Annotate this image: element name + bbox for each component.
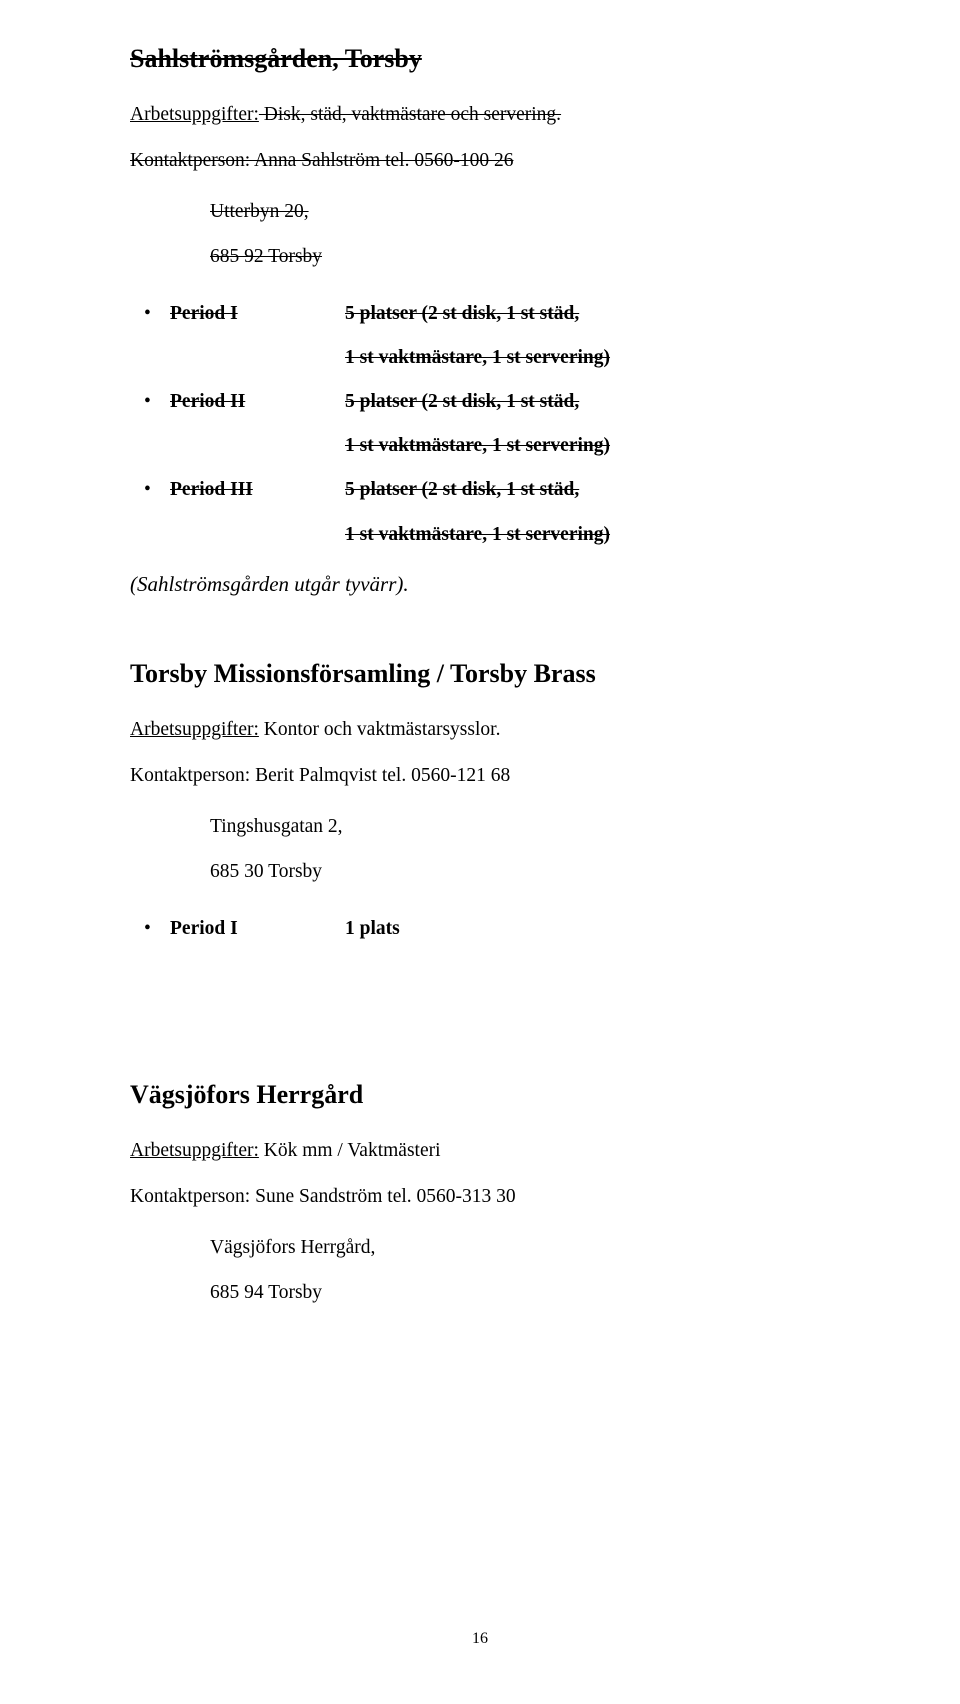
section1-address: Utterbyn 20, 685 92 Torsby xyxy=(210,196,830,272)
addr-line-2: 685 92 Torsby xyxy=(210,241,830,272)
section1-tasks: Arbetsuppgifter: Disk, städ, vaktmästare… xyxy=(130,100,830,130)
tasks-label: Arbetsuppgifter: xyxy=(130,1140,259,1161)
section3-contact: Kontaktperson: Sune Sandström tel. 0560-… xyxy=(130,1182,830,1212)
section2-tasks: Arbetsuppgifter: Kontor och vaktmästarsy… xyxy=(130,715,830,745)
section1-periods: Period I 5 platser (2 st disk, 1 st städ… xyxy=(130,299,830,550)
page-number: 16 xyxy=(0,1630,960,1648)
spacer xyxy=(130,966,830,1078)
section2-contact: Kontaktperson: Berit Palmqvist tel. 0560… xyxy=(130,761,830,791)
section2-address: Tingshusgatan 2, 685 30 Torsby xyxy=(210,811,830,887)
period-value: 5 platser (2 st disk, 1 st städ, xyxy=(345,387,830,417)
tasks-text: Disk, städ, vaktmästare och servering. xyxy=(259,104,561,125)
section1-title-text: Sahlströmsgården, Torsby xyxy=(130,44,422,73)
period-label: Period I xyxy=(170,299,345,373)
section1-title: Sahlströmsgården, Torsby xyxy=(130,42,830,76)
tasks-text: Kök mm / Vaktmästeri xyxy=(259,1140,441,1161)
addr-line-2: 685 94 Torsby xyxy=(210,1277,830,1308)
period-item: Period III 5 platser (2 st disk, 1 st st… xyxy=(130,475,830,549)
period-label: Period II xyxy=(170,387,345,461)
period-item: Period I 5 platser (2 st disk, 1 st städ… xyxy=(130,299,830,373)
tasks-label: Arbetsuppgifter: xyxy=(130,719,259,740)
section2-periods: Period I 1 plats xyxy=(130,914,830,944)
period-label: Period III xyxy=(170,475,345,549)
section1-contact: Kontaktperson: Anna Sahlström tel. 0560-… xyxy=(130,146,830,176)
period-item: Period II 5 platser (2 st disk, 1 st stä… xyxy=(130,387,830,461)
period-item: Period I 1 plats xyxy=(130,914,830,944)
addr-line-1: Vägsjöfors Herrgård, xyxy=(210,1232,830,1263)
section3-address: Vägsjöfors Herrgård, 685 94 Torsby xyxy=(210,1232,830,1308)
period-value: 5 platser (2 st disk, 1 st städ, xyxy=(345,475,830,505)
section3-title: Vägsjöfors Herrgård xyxy=(130,1078,830,1112)
section1-note: (Sahlströmsgården utgår tyvärr). xyxy=(130,572,830,597)
section3-tasks: Arbetsuppgifter: Kök mm / Vaktmästeri xyxy=(130,1136,830,1166)
period-sub: 1 st vaktmästare, 1 st servering) xyxy=(345,520,830,550)
period-sub: 1 st vaktmästare, 1 st servering) xyxy=(345,431,830,461)
period-value: 5 platser (2 st disk, 1 st städ, xyxy=(345,299,830,329)
tasks-label: Arbetsuppgifter: xyxy=(130,104,259,125)
addr-line-1: Utterbyn 20, xyxy=(210,196,830,227)
period-sub: 1 st vaktmästare, 1 st servering) xyxy=(345,343,830,373)
section2-title: Torsby Missionsförsamling / Torsby Brass xyxy=(130,657,830,691)
addr-line-1: Tingshusgatan 2, xyxy=(210,811,830,842)
period-value: 1 plats xyxy=(345,914,830,944)
tasks-text: Kontor och vaktmästarsysslor. xyxy=(259,719,501,740)
document-page: Sahlströmsgården, Torsby Arbetsuppgifter… xyxy=(0,0,960,1704)
addr-line-2: 685 30 Torsby xyxy=(210,856,830,887)
period-label: Period I xyxy=(170,914,345,944)
